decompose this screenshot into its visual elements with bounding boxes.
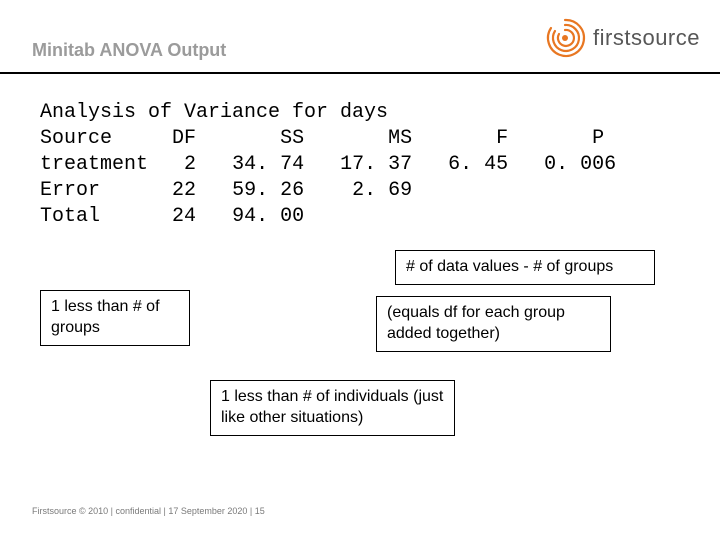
footer-text: Firstsource © 2010 | confidential | 17 S…	[32, 506, 265, 516]
slide: Minitab ANOVA Output firstsource Analysi…	[0, 0, 720, 540]
callout-one-less-individuals: 1 less than # of individuals (just like …	[210, 380, 455, 436]
hdr-p: P	[592, 127, 604, 150]
r1-df: 22	[172, 179, 196, 202]
logo-text: firstsource	[593, 25, 700, 51]
hdr-ms: MS	[388, 127, 412, 150]
r1-ss: 59. 26	[232, 179, 304, 202]
page-title: Minitab ANOVA Output	[32, 40, 226, 61]
logo: firstsource	[543, 16, 700, 60]
r2-ss: 94. 00	[232, 205, 304, 228]
r0-ss: 34. 74	[232, 153, 304, 176]
hdr-source: Source	[40, 127, 112, 150]
hdr-f: F	[496, 127, 508, 150]
title-rule	[0, 72, 720, 74]
r2-source: Total	[40, 205, 100, 228]
callout-df-each-group: (equals df for each group added together…	[376, 296, 611, 352]
r2-df: 24	[172, 205, 196, 228]
r0-f: 6. 45	[448, 153, 508, 176]
hdr-df: DF	[172, 127, 196, 150]
anova-output: Analysis of Variance for days Source DF …	[40, 100, 616, 230]
r1-source: Error	[40, 179, 100, 202]
swirl-icon	[543, 16, 587, 60]
r0-p: 0. 006	[544, 153, 616, 176]
r0-source: treatment	[40, 153, 148, 176]
hdr-ss: SS	[280, 127, 304, 150]
callout-data-minus-groups: # of data values - # of groups	[395, 250, 655, 285]
r0-df: 2	[184, 153, 196, 176]
anova-title: Analysis of Variance for days	[40, 101, 388, 124]
r1-ms: 2. 69	[352, 179, 412, 202]
callout-one-less-groups: 1 less than # of groups	[40, 290, 190, 346]
r0-ms: 17. 37	[340, 153, 412, 176]
